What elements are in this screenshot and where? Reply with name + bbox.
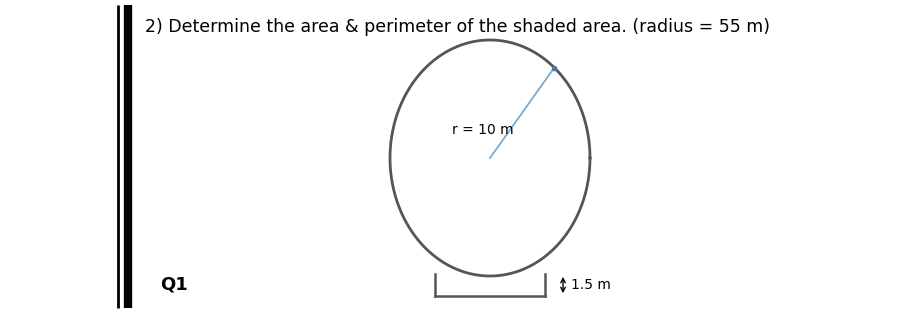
Text: 2) Determine the area & perimeter of the shaded area. (radius = 55 m): 2) Determine the area & perimeter of the… <box>145 18 770 36</box>
Text: 1.5 m: 1.5 m <box>571 278 611 292</box>
Text: r = 10 m: r = 10 m <box>452 123 513 137</box>
Text: Q1: Q1 <box>160 276 188 294</box>
